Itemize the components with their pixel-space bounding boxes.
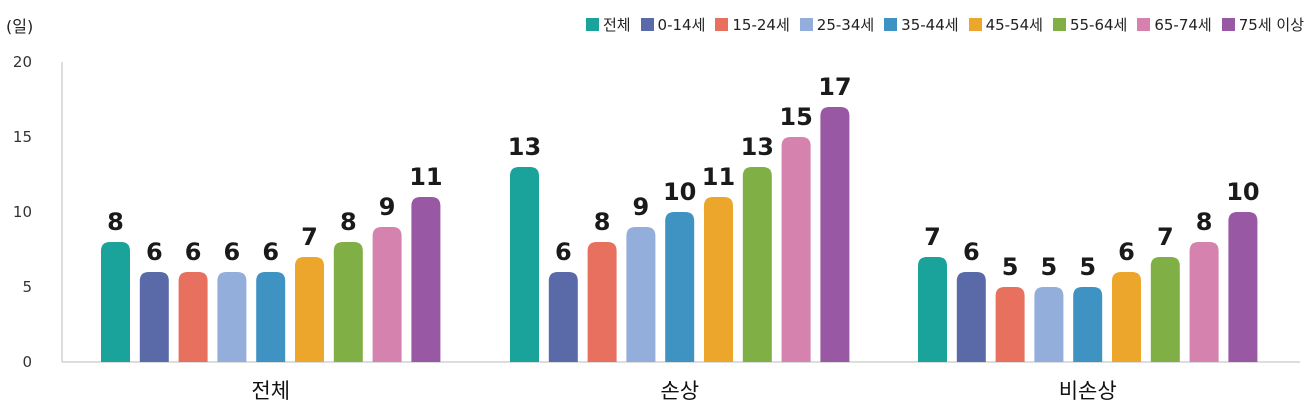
legend-swatch	[1137, 18, 1151, 31]
data-label: 6	[555, 238, 572, 266]
bar	[665, 212, 695, 362]
legend-label: 35-44세	[901, 16, 959, 34]
bar	[781, 137, 811, 362]
legend-item: 45-54세	[968, 14, 1043, 35]
data-label: 7	[301, 223, 318, 251]
data-label: 6	[224, 238, 241, 266]
data-label: 7	[1157, 223, 1174, 251]
bar	[704, 197, 733, 362]
data-label: 11	[702, 163, 735, 191]
legend-item: 15-24세	[715, 14, 790, 35]
bar	[626, 227, 656, 362]
y-tick-label: 5	[22, 278, 32, 296]
bar	[548, 272, 578, 362]
bar	[587, 242, 617, 362]
legend-item: 25-34세	[799, 14, 875, 35]
legend-item: 전체	[585, 14, 631, 35]
bar	[820, 107, 850, 362]
data-label: 11	[409, 163, 442, 191]
legend-swatch	[1221, 18, 1235, 31]
legend-swatch	[585, 18, 599, 31]
legend-label: 75세 이상	[1238, 16, 1304, 34]
bar	[178, 272, 208, 362]
bar	[1073, 287, 1103, 362]
y-tick-label: 0	[22, 353, 32, 371]
data-label: 5	[1079, 253, 1096, 281]
legend-swatch	[968, 18, 982, 31]
bar	[510, 167, 539, 362]
bar	[1150, 257, 1180, 362]
y-tick-label: 10	[13, 203, 32, 221]
legend-item: 55-64세	[1052, 14, 1128, 35]
legend-item: 0-14세	[640, 14, 706, 35]
y-tick-label: 15	[13, 128, 32, 146]
data-label: 8	[594, 208, 611, 236]
data-label: 15	[779, 103, 812, 131]
data-label: 6	[963, 238, 980, 266]
legend-label: 15-24세	[732, 16, 790, 34]
bar	[256, 272, 286, 362]
data-label: 10	[1226, 178, 1259, 206]
bar	[918, 257, 947, 362]
data-label: 5	[1041, 253, 1058, 281]
legend-swatch	[799, 18, 813, 31]
legend-swatch	[884, 18, 898, 31]
legend-label: 65-74세	[1154, 16, 1212, 34]
bar	[1112, 272, 1141, 362]
data-label: 9	[379, 193, 396, 221]
legend-swatch	[640, 18, 654, 31]
legend-item: 75세 이상	[1221, 14, 1304, 35]
bar	[217, 272, 247, 362]
bar	[956, 272, 986, 362]
bar	[333, 242, 363, 362]
legend-swatch	[1052, 18, 1066, 31]
data-label: 9	[633, 193, 650, 221]
data-label: 5	[1002, 253, 1019, 281]
data-label: 7	[924, 223, 941, 251]
x-category-label: 손상	[660, 379, 699, 403]
legend-label: 45-54세	[985, 16, 1043, 34]
legend-label: 전체	[602, 16, 631, 34]
data-label: 6	[262, 238, 279, 266]
data-label: 10	[663, 178, 696, 206]
legend: 전체 0-14세 15-24세 25-34세 35-44세 45-54세 55-64세 65-…	[585, 14, 1304, 35]
bar	[995, 287, 1025, 362]
data-label: 8	[340, 208, 357, 236]
legend-swatch	[715, 18, 729, 31]
bar	[1034, 287, 1064, 362]
bar	[1189, 242, 1219, 362]
legend-label: 55-64세	[1069, 16, 1128, 34]
legend-label: 0-14세	[657, 16, 706, 34]
data-label: 8	[1196, 208, 1213, 236]
bar	[101, 242, 130, 362]
x-category-label: 비손상	[1059, 379, 1117, 403]
bar	[742, 167, 772, 362]
data-label: 13	[508, 133, 541, 161]
bar	[139, 272, 169, 362]
y-unit-label: (일)	[6, 17, 34, 36]
data-label: 6	[185, 238, 202, 266]
legend-item: 65-74세	[1137, 14, 1212, 35]
data-label: 8	[107, 208, 124, 236]
bar	[1228, 212, 1258, 362]
legend-label: 25-34세	[816, 16, 875, 34]
data-label: 17	[818, 73, 851, 101]
legend-item: 35-44세	[884, 14, 959, 35]
bar	[295, 257, 324, 362]
y-tick-label: 20	[13, 53, 32, 71]
data-label: 6	[1118, 238, 1135, 266]
bar	[411, 197, 441, 362]
bar	[372, 227, 402, 362]
data-label: 6	[146, 238, 163, 266]
x-category-label: 전체	[251, 379, 290, 403]
data-label: 13	[741, 133, 774, 161]
